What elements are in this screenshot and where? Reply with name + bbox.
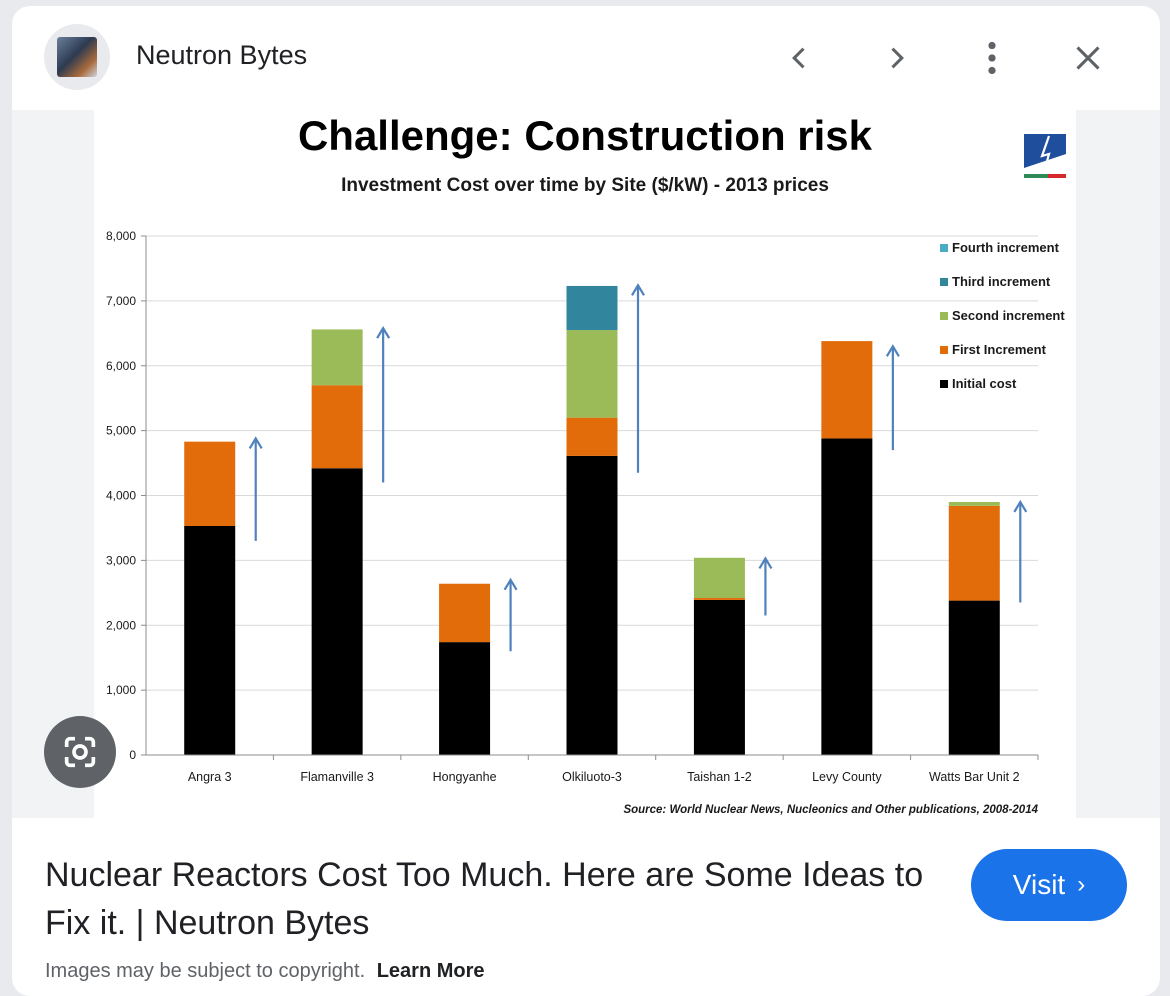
previous-button[interactable] bbox=[774, 32, 826, 84]
legend-swatch bbox=[940, 380, 948, 388]
chart-source: Source: World Nuclear News, Nucleonics a… bbox=[623, 804, 1038, 816]
preview-header: Neutron Bytes bbox=[12, 6, 1160, 110]
legend-label: Second increment bbox=[952, 308, 1065, 323]
bar-chart: Challenge: Construction risk Investment … bbox=[106, 112, 1066, 816]
close-button[interactable] bbox=[1062, 32, 1114, 84]
bar-segment-second-increment bbox=[693, 557, 745, 599]
y-tick-label: 1,000 bbox=[106, 683, 136, 697]
site-name[interactable]: Neutron Bytes bbox=[136, 40, 308, 70]
y-tick-label: 4,000 bbox=[106, 489, 136, 503]
y-tick-label: 7,000 bbox=[106, 294, 136, 308]
legend-item: Third increment bbox=[940, 274, 1051, 289]
close-icon bbox=[1076, 46, 1100, 70]
chart-subtitle: Investment Cost over time by Site ($/kW)… bbox=[341, 175, 829, 196]
visit-button-label: Visit bbox=[1012, 869, 1066, 900]
legend-item: First Increment bbox=[940, 342, 1047, 357]
legend-label: Fourth increment bbox=[952, 240, 1060, 255]
y-tick-label: 2,000 bbox=[106, 618, 136, 632]
y-tick-label: 3,000 bbox=[106, 553, 136, 567]
cost-increase-arrows bbox=[248, 283, 1028, 652]
legend-swatch bbox=[940, 312, 948, 320]
bar-segment-initial-cost bbox=[566, 455, 618, 755]
increase-arrow bbox=[758, 556, 773, 616]
bar-segment-first-increment bbox=[439, 583, 491, 643]
bar-segment-first-increment bbox=[821, 341, 873, 439]
x-tick-label: Levy County bbox=[812, 770, 882, 784]
copyright-text: Images may be subject to copyright. bbox=[45, 960, 366, 982]
next-button[interactable] bbox=[870, 32, 922, 84]
x-tick-label: Olkiluoto-3 bbox=[562, 770, 622, 784]
legend-item: Second increment bbox=[940, 308, 1065, 323]
x-tick-label: Angra 3 bbox=[188, 770, 232, 784]
x-tick-label: Watts Bar Unit 2 bbox=[929, 770, 1020, 784]
bar-segment-third-increment bbox=[566, 285, 618, 331]
legend-swatch bbox=[940, 244, 948, 252]
bar-segment-initial-cost bbox=[311, 468, 363, 755]
result-title[interactable]: Nuclear Reactors Cost Too Much. Here are… bbox=[45, 856, 924, 942]
bar-segment-second-increment bbox=[311, 329, 363, 386]
x-tick-label: Taishan 1-2 bbox=[687, 770, 752, 784]
x-axis: Angra 3 Flamanville 3 Hongyanhe Olkiluoto-3… bbox=[146, 754, 1039, 784]
bar-segment-first-increment bbox=[311, 385, 363, 469]
visit-button[interactable]: Visit › bbox=[971, 849, 1127, 921]
chart-bars bbox=[184, 285, 1000, 755]
image-area: Challenge: Construction risk Investment … bbox=[12, 110, 1160, 818]
x-tick-label: Flamanville 3 bbox=[300, 770, 374, 784]
increase-arrow bbox=[376, 325, 391, 483]
bar-segment-initial-cost bbox=[821, 438, 873, 755]
bar-segment-first-increment bbox=[566, 417, 618, 456]
legend-label: Initial cost bbox=[952, 376, 1017, 391]
google-lens-button[interactable] bbox=[44, 716, 116, 788]
bar-segment-initial-cost bbox=[693, 599, 745, 755]
x-tick-label: Hongyanhe bbox=[433, 770, 497, 784]
copyright-note: Images may be subject to copyright. Lear… bbox=[45, 960, 485, 983]
bar-segment-first-increment bbox=[184, 441, 236, 526]
bar-segment-second-increment bbox=[566, 330, 618, 418]
chart-legend: Fourth increment Third increment Second in… bbox=[940, 240, 1065, 391]
bar-segment-initial-cost bbox=[184, 525, 236, 755]
bar-segment-initial-cost bbox=[948, 600, 1000, 755]
y-tick-label: 6,000 bbox=[106, 359, 136, 373]
y-axis: 0 1,000 2,000 3,000 4,000 5,000 6,000 7,000 8,00… bbox=[106, 229, 147, 762]
chevron-left-icon bbox=[792, 47, 805, 69]
bar-segment-second-increment bbox=[948, 501, 1000, 506]
bar-segment-initial-cost bbox=[439, 642, 491, 755]
legend-label: Third increment bbox=[952, 274, 1051, 289]
legend-item: Fourth increment bbox=[940, 240, 1060, 255]
increase-arrow bbox=[248, 436, 263, 541]
y-tick-label: 5,000 bbox=[106, 424, 136, 438]
y-tick-label: 0 bbox=[129, 748, 136, 762]
y-tick-label: 8,000 bbox=[106, 229, 136, 243]
legend-swatch bbox=[940, 278, 948, 286]
more-vert-icon bbox=[988, 41, 996, 75]
more-options-button[interactable] bbox=[966, 32, 1018, 84]
increase-arrow bbox=[503, 577, 518, 652]
google-lens-icon bbox=[64, 736, 96, 768]
chart-image[interactable]: Challenge: Construction risk Investment … bbox=[94, 110, 1076, 818]
legend-label: First Increment bbox=[952, 342, 1047, 357]
site-avatar-image bbox=[57, 37, 97, 77]
bar-segment-first-increment bbox=[948, 505, 1000, 601]
brand-logo bbox=[1024, 134, 1066, 178]
legend-swatch bbox=[940, 346, 948, 354]
increase-arrow bbox=[885, 344, 900, 451]
increase-arrow bbox=[1013, 499, 1028, 603]
chevron-right-icon bbox=[891, 47, 904, 69]
legend-item: Initial cost bbox=[940, 376, 1017, 391]
chevron-right-icon: › bbox=[1077, 871, 1086, 898]
image-preview-card: Neutron Bytes Challeng bbox=[12, 6, 1160, 996]
learn-more-link[interactable]: Learn More bbox=[376, 960, 485, 982]
site-avatar[interactable] bbox=[44, 24, 110, 90]
bar-segment-first-increment bbox=[693, 598, 745, 600]
chart-title: Challenge: Construction risk bbox=[298, 112, 873, 159]
increase-arrow bbox=[631, 283, 645, 473]
